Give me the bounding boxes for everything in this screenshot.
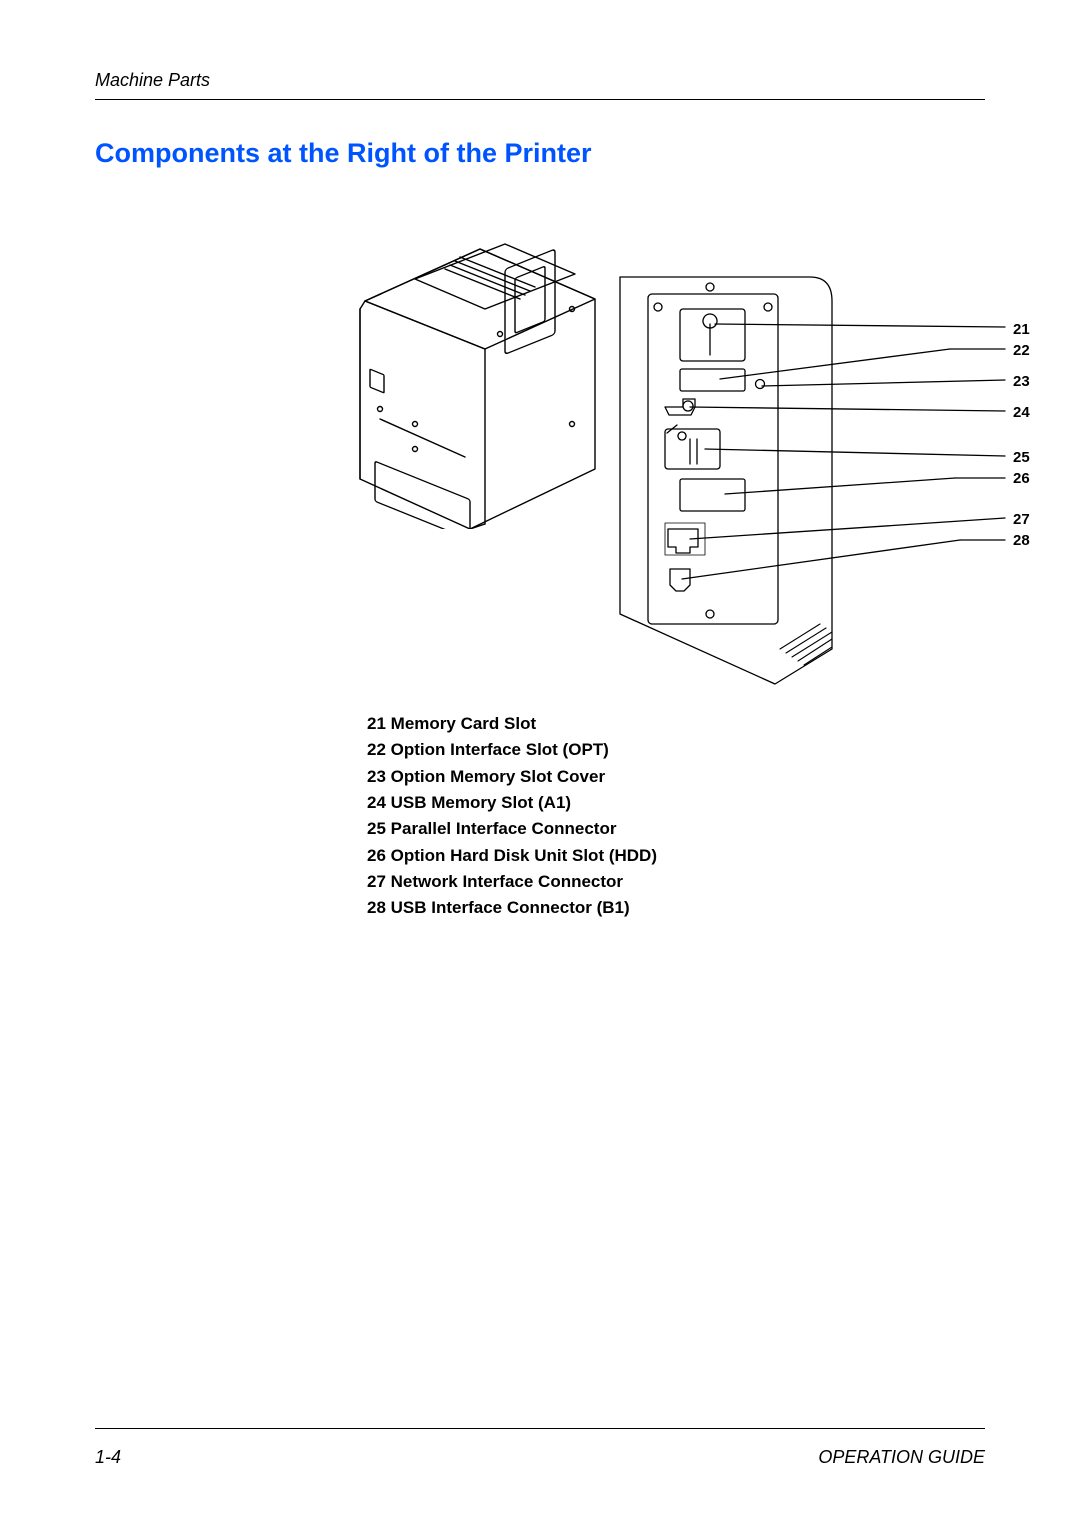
callout-28: 28 [1013,532,1030,549]
footer-doc-title: OPERATION GUIDE [818,1447,985,1468]
callout-26: 26 [1013,470,1030,487]
legend-item: 25 Parallel Interface Connector [367,816,985,842]
footer-page-number: 1-4 [95,1447,121,1468]
legend-list: 21 Memory Card Slot 22 Option Interface … [367,711,985,922]
legend-num: 21 [367,714,386,733]
callout-27: 27 [1013,511,1030,528]
section-title: Components at the Right of the Printer [95,138,985,169]
printer-diagram [320,209,630,529]
callout-24: 24 [1013,404,1030,421]
callout-23: 23 [1013,373,1030,390]
legend-label: Parallel Interface Connector [391,819,617,838]
legend-item: 22 Option Interface Slot (OPT) [367,737,985,763]
legend-item: 23 Option Memory Slot Cover [367,764,985,790]
legend-label: Network Interface Connector [391,872,623,891]
panel-diagram [610,269,1040,689]
legend-label: Option Memory Slot Cover [391,767,605,786]
legend-item: 27 Network Interface Connector [367,869,985,895]
legend-num: 26 [367,846,386,865]
legend-label: Option Interface Slot (OPT) [391,740,609,759]
legend-label: USB Memory Slot (A1) [391,793,571,812]
legend-num: 27 [367,872,386,891]
legend-item: 21 Memory Card Slot [367,711,985,737]
legend-label: Memory Card Slot [391,714,536,733]
callout-22: 22 [1013,342,1030,359]
legend-num: 24 [367,793,386,812]
page-footer: 1-4 OPERATION GUIDE [95,1428,985,1468]
legend-item: 24 USB Memory Slot (A1) [367,790,985,816]
legend-item: 26 Option Hard Disk Unit Slot (HDD) [367,843,985,869]
callout-21: 21 [1013,321,1030,338]
page-header: Machine Parts [95,70,985,100]
figure-area: 21 22 23 24 25 26 27 28 [320,209,1040,689]
legend-num: 28 [367,898,386,917]
callout-25: 25 [1013,449,1030,466]
legend-num: 23 [367,767,386,786]
legend-num: 25 [367,819,386,838]
page-container: Machine Parts Components at the Right of… [0,0,1080,1528]
legend-item: 28 USB Interface Connector (B1) [367,895,985,921]
legend-num: 22 [367,740,386,759]
header-section-label: Machine Parts [95,70,210,90]
legend-label: Option Hard Disk Unit Slot (HDD) [391,846,657,865]
legend-label: USB Interface Connector (B1) [391,898,630,917]
